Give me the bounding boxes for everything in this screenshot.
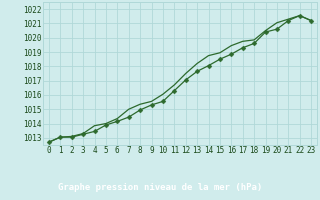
Text: Graphe pression niveau de la mer (hPa): Graphe pression niveau de la mer (hPa) xyxy=(58,183,262,192)
